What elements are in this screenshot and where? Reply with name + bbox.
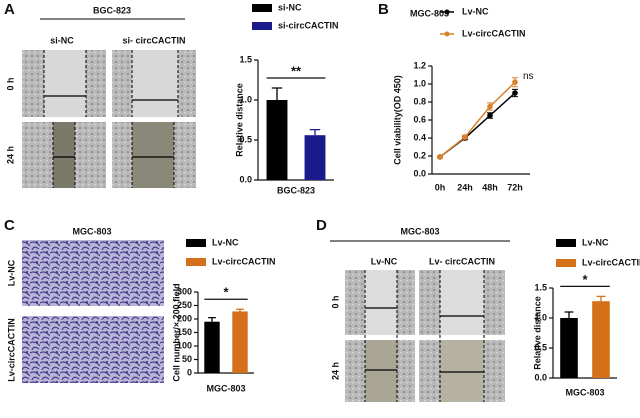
row-label: Lv-circCACTIN xyxy=(6,318,16,382)
legend-swatch xyxy=(444,31,450,37)
images-a xyxy=(22,18,196,188)
bar xyxy=(232,311,248,373)
bar xyxy=(204,321,220,373)
y-tick-label: 300 xyxy=(177,286,192,296)
x-tick-label: 48h xyxy=(482,182,498,192)
panel-title: MGC-803 xyxy=(72,226,111,236)
images-c xyxy=(22,240,164,383)
error-bar xyxy=(309,128,321,136)
error-bar xyxy=(236,308,244,312)
x-tick-label: 24h xyxy=(457,182,473,192)
annotation: * xyxy=(223,285,229,300)
y-tick-label: 150 xyxy=(177,327,192,337)
x-tick-label: 0h xyxy=(435,182,446,192)
y-tick-label: 1.0 xyxy=(239,94,252,104)
legend-swatch xyxy=(444,9,450,15)
x-tick-label: 72h xyxy=(507,182,523,192)
row-label: 0 h xyxy=(330,295,340,308)
bar xyxy=(592,301,610,378)
x-tick-label: BGC-823 xyxy=(277,185,315,195)
column-label: si- circCACTIN xyxy=(122,35,185,45)
legend-label: si-circCACTIN xyxy=(278,20,339,30)
y-tick-label: 0 xyxy=(187,367,192,377)
bar xyxy=(560,318,578,378)
column-label: si-NC xyxy=(50,35,74,45)
point xyxy=(512,90,518,96)
panel-title: BGC-823 xyxy=(93,5,131,15)
error-bar xyxy=(564,311,574,318)
y-tick-label: 50 xyxy=(182,354,192,364)
y-axis-label: Relative distance xyxy=(532,296,542,370)
column-label: Lv- circCACTIN xyxy=(429,256,495,266)
error-bar xyxy=(208,317,216,322)
images-d xyxy=(330,240,510,402)
y-tick-label: 100 xyxy=(177,340,192,350)
y-tick-label: 0.0 xyxy=(239,174,252,184)
bar xyxy=(304,135,326,180)
panel-title: MGC-803 xyxy=(400,226,439,236)
panel-letter: B xyxy=(378,1,389,18)
y-tick-label: 250 xyxy=(177,300,192,310)
y-tick-label: 1.0 xyxy=(534,312,547,322)
point xyxy=(462,134,468,140)
y-tick-label: 0.0 xyxy=(413,168,426,178)
legend-swatch xyxy=(252,4,272,12)
chart-title: MGC-803 xyxy=(410,8,449,18)
row-label: Lv-NC xyxy=(6,259,16,286)
y-tick-label: 1.0 xyxy=(413,78,426,88)
annotation: ns xyxy=(523,71,534,82)
legend-label: Lv-circCACTIN xyxy=(212,256,276,266)
row-label: 24 h xyxy=(5,146,15,164)
legend-label: Lv-circCACTIN xyxy=(462,28,526,38)
y-tick-label: 0.8 xyxy=(413,96,426,106)
y-tick-label: 0.5 xyxy=(239,134,252,144)
y-tick-label: 0.4 xyxy=(413,132,426,142)
row-label: 24 h xyxy=(330,362,340,380)
legend-label: Lv-circCACTIN xyxy=(582,257,640,267)
error-bar xyxy=(271,87,283,100)
point xyxy=(487,103,493,110)
panel-letter: D xyxy=(316,217,327,234)
point xyxy=(487,112,493,119)
row-label: 0 h xyxy=(5,77,15,90)
legend-swatch xyxy=(186,239,206,247)
legend-swatch xyxy=(186,258,206,266)
y-tick-label: 1.5 xyxy=(239,54,252,64)
point xyxy=(512,79,518,85)
point xyxy=(437,154,443,160)
x-tick-label: MGC-803 xyxy=(565,387,604,397)
x-tick-label: MGC-803 xyxy=(206,383,245,393)
panel-letter: C xyxy=(4,217,15,234)
y-tick-label: 1.2 xyxy=(413,60,426,70)
line xyxy=(439,81,516,158)
error-bar xyxy=(596,295,606,302)
bar xyxy=(266,100,288,180)
y-tick-label: 1.5 xyxy=(534,282,547,292)
y-tick-label: 0.0 xyxy=(534,372,547,382)
y-axis-label: Relative distance xyxy=(234,83,244,157)
y-axis-label: Cell viability(OD 450) xyxy=(392,75,402,165)
legend-label: Lv-NC xyxy=(582,237,609,247)
legend-swatch xyxy=(252,22,272,30)
legend-label: si-NC xyxy=(278,2,302,12)
legend-label: Lv-NC xyxy=(462,6,489,16)
legend-swatch xyxy=(556,259,576,267)
y-axis-label: Cell number/× 200 field xyxy=(171,283,181,381)
annotation: ** xyxy=(291,63,302,78)
y-tick-label: 0.2 xyxy=(413,150,426,160)
y-tick-label: 0.5 xyxy=(534,342,547,352)
panel-letter: A xyxy=(4,1,15,18)
legend-swatch xyxy=(556,239,576,247)
column-label: Lv-NC xyxy=(371,256,398,266)
y-tick-label: 0.6 xyxy=(413,114,426,124)
y-tick-label: 200 xyxy=(177,313,192,323)
legend-label: Lv-NC xyxy=(212,237,239,247)
annotation: * xyxy=(582,272,588,287)
